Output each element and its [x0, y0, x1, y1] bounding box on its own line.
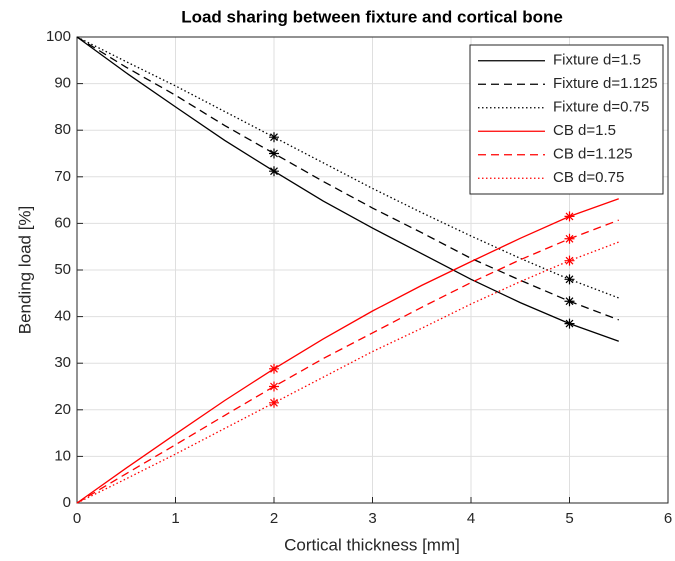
marker: [564, 296, 575, 307]
y-tick-label: 20: [54, 401, 71, 418]
x-tick-label: 3: [368, 510, 376, 527]
x-tick-label: 2: [270, 510, 278, 527]
legend-label: Fixture d=0.75: [553, 99, 649, 116]
legend: Fixture d=1.5 Fixture d=1.125 Fixture d=0.…: [469, 44, 664, 195]
series-line: [76, 36, 619, 299]
y-tick-label: 0: [63, 494, 71, 511]
y-tick-label: 60: [54, 214, 71, 231]
y-tick-label: 30: [54, 354, 71, 371]
series-line: [76, 198, 619, 504]
x-tick-label: 5: [565, 510, 573, 527]
marker: [269, 381, 279, 392]
marker: [564, 274, 575, 285]
series-line: [76, 36, 619, 321]
y-tick-label: 90: [54, 75, 71, 92]
legend-label: CB d=1.125: [553, 146, 633, 163]
legend-label: Fixture d=1.5: [553, 52, 641, 69]
series-line: [76, 36, 619, 342]
marker: [269, 132, 279, 143]
marker: [564, 233, 575, 244]
marker: [564, 318, 575, 329]
x-tick-label: 1: [171, 510, 179, 527]
series-line: [76, 241, 619, 504]
y-tick-label: 50: [54, 261, 71, 278]
x-tick-label: 4: [467, 510, 475, 527]
y-tick-label: 70: [54, 168, 71, 185]
plot-frame: [76, 36, 669, 504]
x-tick-label: 0: [73, 510, 81, 527]
marker: [564, 211, 575, 222]
chart-title: Load sharing between fixture and cortica…: [181, 7, 563, 26]
marker: [269, 166, 279, 177]
legend-label: Fixture d=1.125: [553, 75, 658, 92]
marker: [564, 255, 575, 266]
x-tick-label: 6: [664, 510, 672, 527]
legend-label: CB d=0.75: [553, 169, 624, 186]
y-tick-label: 100: [46, 28, 71, 45]
y-axis-label: Bending load [%]: [15, 206, 34, 335]
marker: [269, 397, 279, 408]
y-tick-label: 80: [54, 121, 71, 138]
marker: [269, 363, 279, 374]
legend-label: CB d=1.5: [553, 122, 616, 139]
marker: [269, 148, 279, 159]
y-tick-label: 10: [54, 447, 71, 464]
x-axis-label: Cortical thickness [mm]: [284, 535, 460, 554]
y-tick-label: 40: [54, 308, 71, 325]
series-line: [76, 219, 619, 504]
legend-box: [469, 44, 664, 195]
